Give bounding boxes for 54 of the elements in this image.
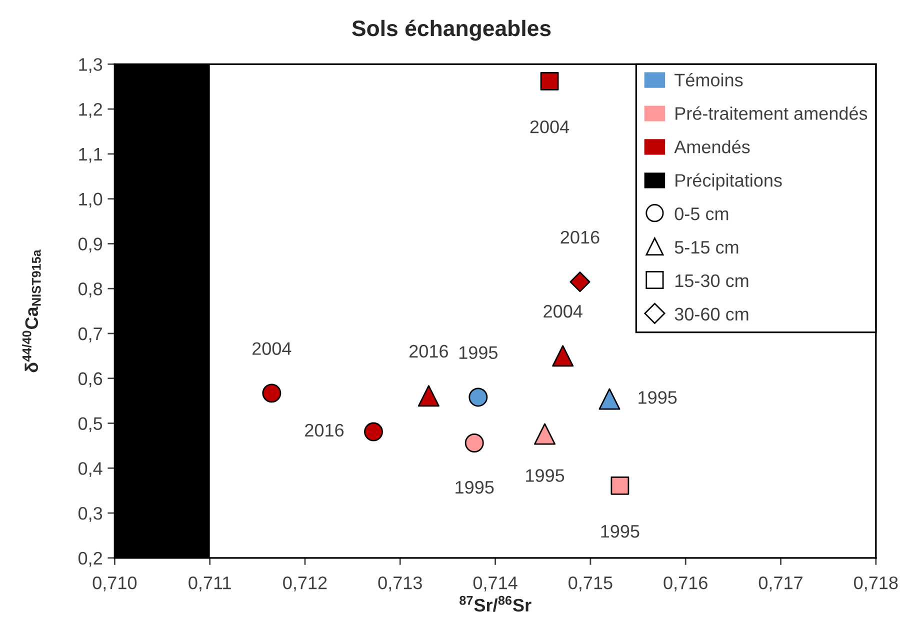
y-tick-label: 0,4 bbox=[78, 462, 102, 477]
point bbox=[364, 422, 383, 442]
annotation: 2004 bbox=[530, 120, 570, 134]
point bbox=[418, 385, 440, 407]
legend-label: Amendés bbox=[674, 140, 750, 154]
y-tick-label: 0,8 bbox=[78, 282, 102, 298]
annotation: 2016 bbox=[560, 230, 600, 244]
point bbox=[464, 434, 484, 452]
legend-label: 30-60 cm bbox=[674, 308, 748, 321]
point bbox=[540, 72, 559, 90]
annotation: 2004 bbox=[252, 342, 292, 355]
legend-label: 15-30 cm bbox=[675, 274, 748, 288]
annotation: 1995 bbox=[456, 480, 494, 494]
annotation: 2016 bbox=[305, 424, 344, 437]
x-axis-title: $^{87}$Sr/$^{86}$Sr bbox=[460, 596, 532, 612]
y-tick-label: 1,0 bbox=[79, 192, 102, 208]
point bbox=[552, 345, 574, 367]
x-tick-label: 0,715 bbox=[568, 576, 612, 592]
x-tick-label: 0,712 bbox=[283, 576, 327, 592]
chart-title: Sols échangeables bbox=[352, 20, 551, 41]
x-tick-label: 0,716 bbox=[664, 576, 708, 592]
x-tick-label: 0,713 bbox=[378, 576, 422, 592]
annotation: 2004 bbox=[544, 304, 582, 318]
y-tick-label: 1,2 bbox=[79, 102, 102, 118]
legend-label: Pré-traitement amendés bbox=[676, 106, 868, 120]
x-tick-label: 0,718 bbox=[854, 576, 898, 592]
y-tick-label: 0,9 bbox=[78, 238, 102, 253]
point bbox=[468, 388, 488, 407]
point bbox=[610, 476, 630, 495]
x-tick-label: 0,711 bbox=[188, 576, 231, 592]
y-axis-title: δ$^{44/40}$Ca$_{NIST915a}$ bbox=[22, 250, 41, 372]
y-tick-label: 0,7 bbox=[78, 327, 102, 342]
y-tick-label: 1,1 bbox=[79, 148, 102, 163]
x-tick-label: 0,717 bbox=[758, 576, 802, 592]
y-tick-label: 0,5 bbox=[78, 417, 102, 432]
point bbox=[598, 388, 620, 410]
legend-label: 0-5 cm bbox=[674, 207, 728, 220]
annotation: 1995 bbox=[459, 346, 498, 360]
annotation: 2016 bbox=[410, 344, 448, 358]
legend-label: 5-15 cm bbox=[674, 241, 738, 254]
point bbox=[262, 384, 282, 403]
annotation: 1995 bbox=[638, 391, 677, 404]
legend-label: Précipitations bbox=[676, 173, 782, 190]
y-tick-label: 0,2 bbox=[78, 552, 102, 567]
annotation: 1995 bbox=[601, 524, 640, 538]
point bbox=[570, 272, 590, 292]
y-tick-label: 0,3 bbox=[78, 506, 102, 522]
x-tick-label: 0,714 bbox=[473, 576, 518, 592]
point bbox=[534, 423, 556, 445]
y-tick-label: 0,6 bbox=[78, 372, 102, 388]
y-tick-label: 1,3 bbox=[79, 58, 102, 74]
legend-label: Témoins bbox=[674, 72, 743, 86]
x-tick-label: 0,710 bbox=[92, 576, 137, 592]
annotation: 1995 bbox=[526, 469, 564, 482]
